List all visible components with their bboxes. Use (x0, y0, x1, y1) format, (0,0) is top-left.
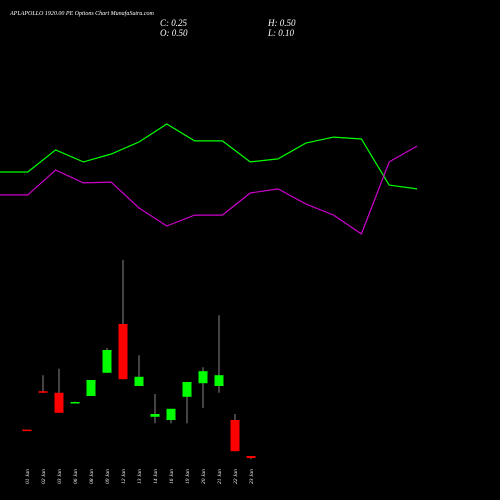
x-tick-label: 20 Jan (201, 469, 207, 484)
candle-body (230, 420, 240, 452)
ohlc-label: H: 0.50 (267, 18, 296, 28)
indicator-line (0, 145, 418, 235)
x-tick-label: 22 Jan (233, 469, 239, 484)
x-tick-label: 13 Jan (137, 469, 143, 484)
candle-body (22, 429, 32, 432)
indicator-line (0, 123, 418, 190)
x-tick-label: 23 Jan (249, 469, 255, 484)
candle-body (118, 324, 128, 380)
ohlc-label: L: 0.10 (267, 28, 295, 38)
x-tick-label: 08 Jan (89, 469, 95, 484)
candle-body (246, 456, 256, 458)
x-tick-label: 03 Jan (57, 469, 63, 484)
candle-body (182, 382, 192, 397)
x-tick-label: 06 Jan (73, 469, 79, 484)
candle-body (214, 375, 224, 386)
candle-body (38, 391, 48, 393)
x-tick-label: 16 Jan (169, 469, 175, 484)
candle-body (198, 371, 208, 384)
candle-body (166, 408, 176, 420)
ohlc-label: C: 0.25 (160, 18, 188, 28)
chart-title: APLAPOLLO 1920.00 PE Options Chart Munaf… (9, 10, 155, 17)
x-tick-label: 12 Jan (121, 469, 127, 484)
x-tick-label: 02 Jan (41, 469, 47, 484)
x-tick-label: 09 Jan (105, 469, 111, 484)
x-tick-label: 19 Jan (185, 469, 191, 484)
x-tick-label: 21 Jan (217, 469, 223, 484)
candle-body (70, 402, 80, 404)
candle-body (54, 392, 64, 413)
candle-body (102, 350, 112, 373)
candle-body (150, 414, 160, 417)
candle-body (134, 376, 144, 386)
x-tick-label: 14 Jan (152, 469, 159, 484)
ohlc-label: O: 0.50 (160, 28, 188, 38)
x-tick-label: 01 Jan (25, 469, 31, 484)
candle-body (86, 380, 96, 396)
